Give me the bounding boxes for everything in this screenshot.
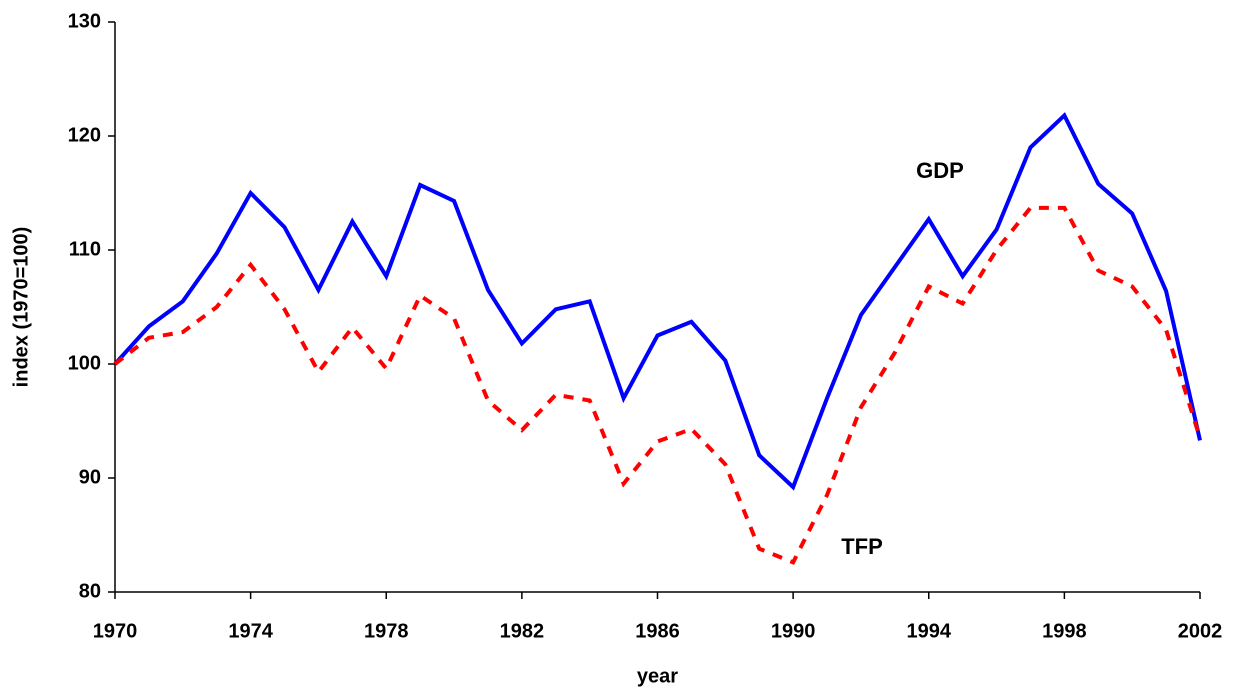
x-tick-label: 1970	[93, 620, 138, 642]
x-tick-label: 1998	[1042, 620, 1087, 642]
x-tick-label: 1978	[364, 620, 409, 642]
y-tick-label: 110	[69, 238, 101, 260]
y-tick-label: 80	[79, 580, 101, 602]
y-axis-title: index (1970=100)	[10, 227, 32, 388]
y-tick-label: 120	[68, 124, 101, 146]
x-tick-label: 1974	[228, 620, 273, 642]
x-tick-label: 1982	[500, 620, 545, 642]
series-line	[113, 205, 1202, 565]
x-axis-title: year	[637, 665, 678, 687]
series-line	[113, 112, 1202, 491]
y-tick-label: 100	[68, 352, 101, 374]
x-tick-label: 1990	[771, 620, 816, 642]
series-label: TFP	[841, 534, 883, 559]
y-tick-label: 90	[79, 466, 101, 488]
x-tick-label: 2002	[1178, 620, 1223, 642]
series-label: GDP	[916, 158, 964, 183]
y-tick-label: 130	[68, 10, 101, 32]
x-tick-label: 1986	[635, 620, 680, 642]
x-tick-label: 1994	[907, 620, 952, 642]
